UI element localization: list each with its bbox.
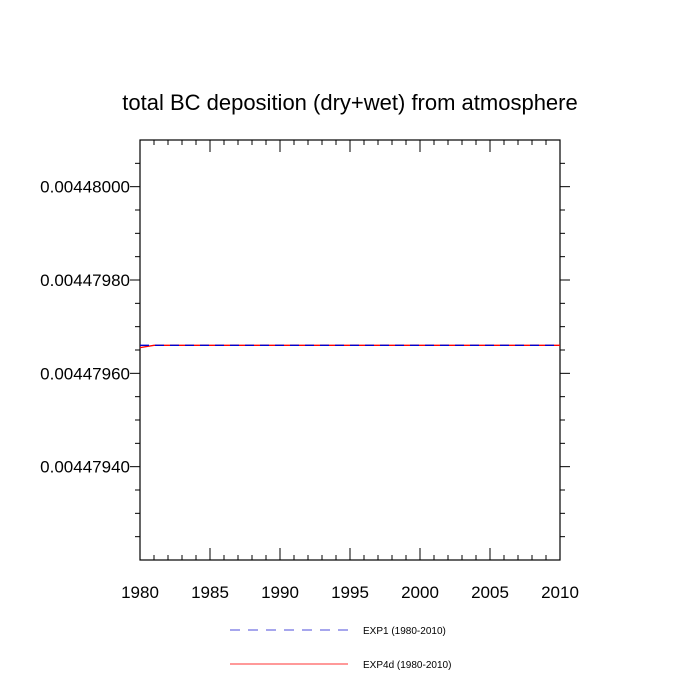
x-tick-label: 1985 (191, 583, 229, 602)
y-tick-label: 0.00447940 (40, 458, 130, 477)
legend: EXP1 (1980-2010) EXP4d (1980-2010) (230, 626, 451, 671)
axis-tick-labels: 1980 1985 1990 1995 2000 2005 2010 0.00447940 0.… (40, 178, 579, 602)
x-tick-label: 1980 (121, 583, 159, 602)
x-tick-label: 2000 (401, 583, 439, 602)
chart-title: total BC deposition (dry+wet) from atmos… (122, 90, 577, 115)
series-group (139, 344, 560, 349)
x-tick-label: 2005 (471, 583, 509, 602)
legend-label: EXP4d (1980-2010) (363, 660, 451, 671)
y-tick-label: 0.00448000 (40, 178, 130, 197)
legend-label: EXP1 (1980-2010) (363, 626, 446, 637)
x-tick-label: 2010 (541, 583, 579, 602)
axis-ticks (130, 140, 570, 560)
x-tick-label: 1995 (331, 583, 369, 602)
y-tick-label: 0.00447960 (40, 364, 130, 383)
plot-frame (139, 139, 561, 561)
y-tick-label: 0.00447980 (40, 271, 130, 290)
x-tick-label: 1990 (261, 583, 299, 602)
